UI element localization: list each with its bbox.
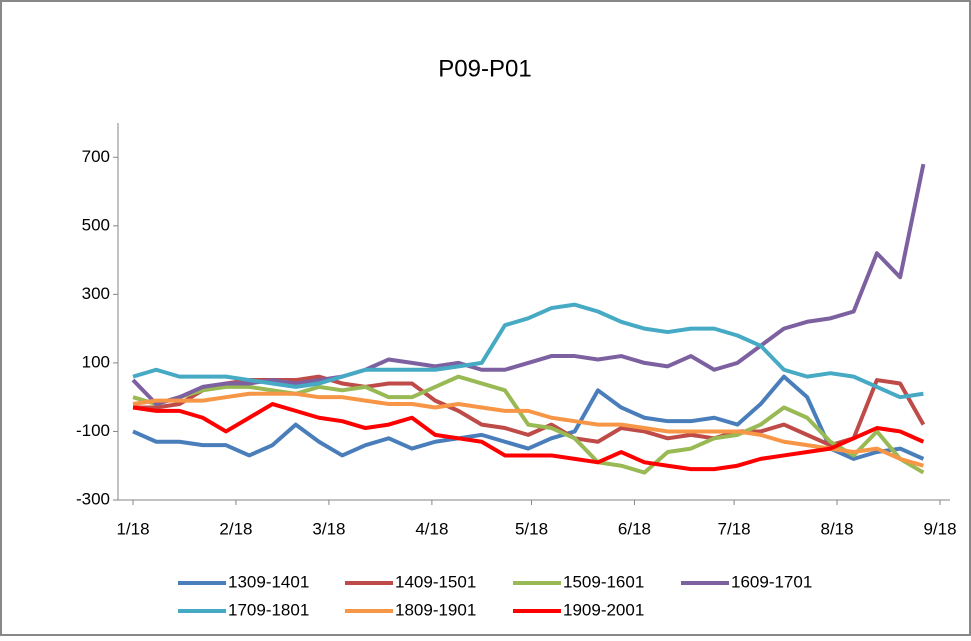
series-line — [132, 374, 925, 475]
legend-label: 1909-2001 — [563, 600, 644, 619]
chart-title: P09-P01 — [438, 55, 531, 82]
y-tick-label: 500 — [82, 215, 110, 234]
legend-label: 1509-1601 — [563, 572, 644, 591]
y-tick-label: 700 — [82, 147, 110, 166]
x-tick-label: 8/18 — [821, 519, 854, 538]
legend-label: 1309-1401 — [228, 572, 309, 591]
x-tick-label: 5/18 — [515, 519, 548, 538]
x-tick-label: 1/18 — [116, 519, 149, 538]
legend-label: 1809-1901 — [395, 600, 476, 619]
x-tick-label: 9/18 — [923, 519, 956, 538]
series-line — [132, 374, 925, 461]
x-tick-label: 3/18 — [312, 519, 345, 538]
y-tick-label: 100 — [82, 352, 110, 371]
y-tick-label: -100 — [76, 421, 110, 440]
legend-label: 1409-1501 — [395, 572, 476, 591]
x-tick-label: 4/18 — [415, 519, 448, 538]
y-tick-label: -300 — [76, 489, 110, 508]
x-tick-label: 2/18 — [219, 519, 252, 538]
legend-label: 1709-1801 — [228, 600, 309, 619]
series-line — [132, 402, 925, 472]
y-tick-label: 300 — [82, 284, 110, 303]
series-line — [132, 302, 924, 400]
legend-label: 1609-1701 — [731, 572, 812, 591]
x-tick-label: 6/18 — [618, 519, 651, 538]
x-tick-label: 7/18 — [718, 519, 751, 538]
series-line — [132, 391, 924, 468]
